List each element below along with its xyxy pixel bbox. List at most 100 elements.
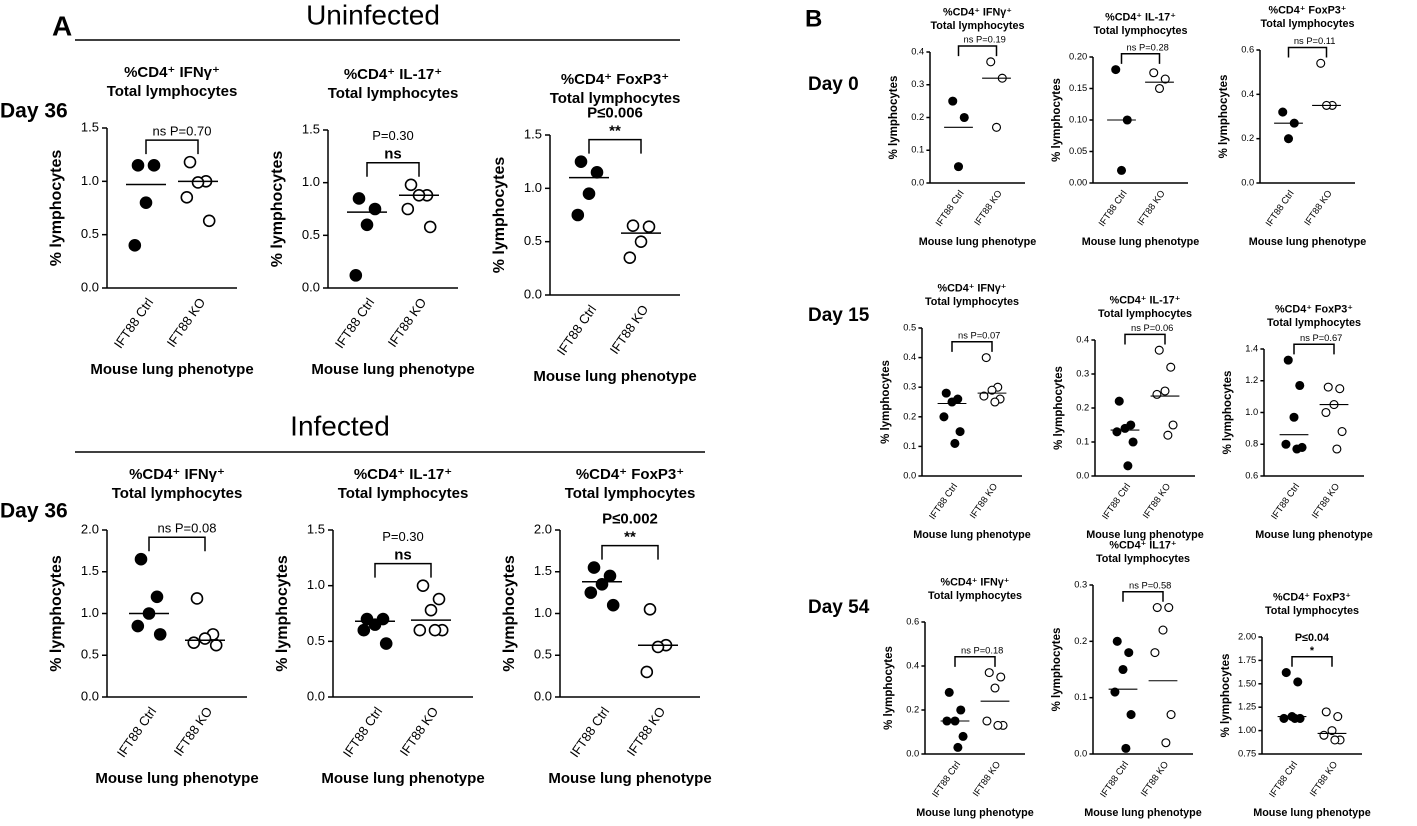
data-point	[1164, 602, 1174, 613]
x-tick-label: IFT88 KO	[968, 481, 999, 520]
x-tick-label: IFT88 Ctrl	[111, 295, 156, 351]
significance-bracket	[951, 341, 993, 352]
data-point	[981, 353, 991, 363]
y-tick-label: 1.0	[81, 605, 99, 620]
chart-title: %CD4⁺ IL-17⁺	[344, 66, 442, 83]
x-axis-label: Mouse lung phenotype	[321, 770, 484, 787]
data-point	[642, 220, 656, 234]
data-point	[1166, 710, 1176, 720]
data-point	[959, 112, 969, 123]
data-point	[984, 668, 994, 678]
y-tick-label: 0.5	[81, 647, 99, 662]
chart-title: %CD4⁺ IL-17⁺	[354, 466, 452, 483]
y-tick-label: 0.5	[534, 647, 552, 662]
y-tick-label: 0.2	[1074, 636, 1087, 646]
significance-bracket	[366, 162, 420, 177]
chart-subtitle: Total lymphocytes	[328, 85, 459, 102]
x-axis-label: Mouse lung phenotype	[1086, 529, 1204, 541]
y-tick-label: 0.1	[1076, 436, 1089, 446]
data-point	[1333, 712, 1343, 722]
chart-title: %CD4⁺ FoxP3⁺	[576, 466, 684, 483]
data-point	[626, 219, 640, 232]
y-tick-label: 0.3	[903, 382, 916, 392]
y-tick-label: 0.4	[911, 46, 924, 56]
section-title: Infected	[290, 410, 390, 441]
data-point	[1152, 389, 1162, 399]
data-point	[1126, 710, 1136, 720]
chart-subtitle: Total lymphocytes	[931, 20, 1025, 32]
data-point	[190, 592, 204, 605]
data-point	[1335, 384, 1345, 394]
data-point	[996, 672, 1006, 682]
y-tick-label: 0.6	[1245, 470, 1258, 480]
data-point	[1128, 437, 1138, 447]
bracket-label: P=0.30	[382, 529, 424, 544]
row-label: Day 54	[808, 597, 870, 618]
y-tick-label: 1.75	[1238, 655, 1256, 665]
data-point	[153, 628, 167, 641]
bracket-label: ns P=0.70	[153, 124, 212, 139]
y-axis-label: % lymphocytes	[1220, 654, 1232, 738]
y-tick-label: 0.0	[302, 279, 320, 294]
y-tick-label: 0.20	[1069, 51, 1087, 61]
data-point	[432, 592, 446, 606]
y-tick-label: 1.4	[1245, 343, 1258, 353]
data-point	[349, 269, 363, 282]
y-tick-label: 0.8	[1245, 439, 1258, 449]
x-axis-label: Mouse lung phenotype	[533, 368, 696, 385]
significance-bracket	[601, 544, 659, 560]
significance-bracket	[145, 139, 199, 155]
data-point	[948, 96, 958, 106]
data-point	[401, 202, 415, 216]
chart-subtitle: Total lymphocytes	[925, 296, 1019, 308]
significance-bracket	[588, 138, 642, 154]
x-axis-label: Mouse lung phenotype	[548, 770, 711, 787]
data-point	[1330, 735, 1340, 745]
data-point	[584, 586, 598, 599]
data-point	[944, 687, 954, 697]
bracket-label: ns P=0.18	[961, 645, 1003, 655]
data-point	[1168, 420, 1178, 430]
data-point	[1295, 380, 1305, 391]
data-point	[1293, 677, 1303, 687]
x-tick-label: IFT88 KO	[164, 295, 209, 350]
data-point	[134, 552, 148, 566]
chart-subtitle: Total lymphocytes	[1261, 18, 1355, 30]
y-axis-label: % lymphocytes	[1051, 78, 1063, 162]
bracket-label: ns	[384, 146, 402, 163]
panel-label: A	[52, 10, 72, 41]
data-point	[183, 155, 197, 169]
y-tick-label: 0.5	[302, 227, 320, 242]
data-point	[634, 235, 648, 248]
chart-subtitle: Total lymphocytes	[1096, 553, 1190, 565]
x-tick-label: IFT88 KO	[607, 302, 652, 357]
y-axis-label: % lymphocytes	[501, 555, 518, 672]
x-tick-label: IFT88 Ctrl	[934, 188, 966, 228]
data-point	[1319, 730, 1329, 740]
data-point	[1337, 427, 1347, 437]
data-point	[1149, 68, 1159, 78]
y-axis-label: % lymphocytes	[1218, 75, 1230, 159]
x-axis-label: Mouse lung phenotype	[311, 361, 474, 378]
bracket-label: ns P=0.58	[1129, 580, 1171, 590]
chart-title: %CD4⁺ FoxP3⁺	[1275, 303, 1353, 315]
chart-subtitle: Total lymphocytes	[1265, 605, 1359, 617]
y-tick-label: 1.5	[81, 119, 99, 134]
y-axis-label: % lymphocytes	[269, 151, 286, 268]
data-point	[357, 623, 371, 637]
data-point	[623, 251, 637, 264]
data-point	[590, 166, 604, 179]
x-axis-label: Mouse lung phenotype	[1255, 529, 1373, 541]
data-point	[1116, 165, 1127, 175]
significance-bracket	[954, 656, 996, 667]
data-point	[147, 159, 161, 172]
y-tick-label: 0.10	[1069, 114, 1087, 124]
data-point	[990, 683, 1000, 693]
chart-title: %CD4⁺ IFNγ⁺	[129, 466, 225, 483]
data-point	[1281, 668, 1291, 678]
significance-bracket	[1287, 46, 1328, 58]
chart-title: %CD4⁺ IFNγ⁺	[938, 282, 1007, 294]
x-tick-label: IFT88 KO	[1141, 481, 1172, 520]
data-point	[939, 412, 949, 422]
data-point	[571, 208, 585, 222]
